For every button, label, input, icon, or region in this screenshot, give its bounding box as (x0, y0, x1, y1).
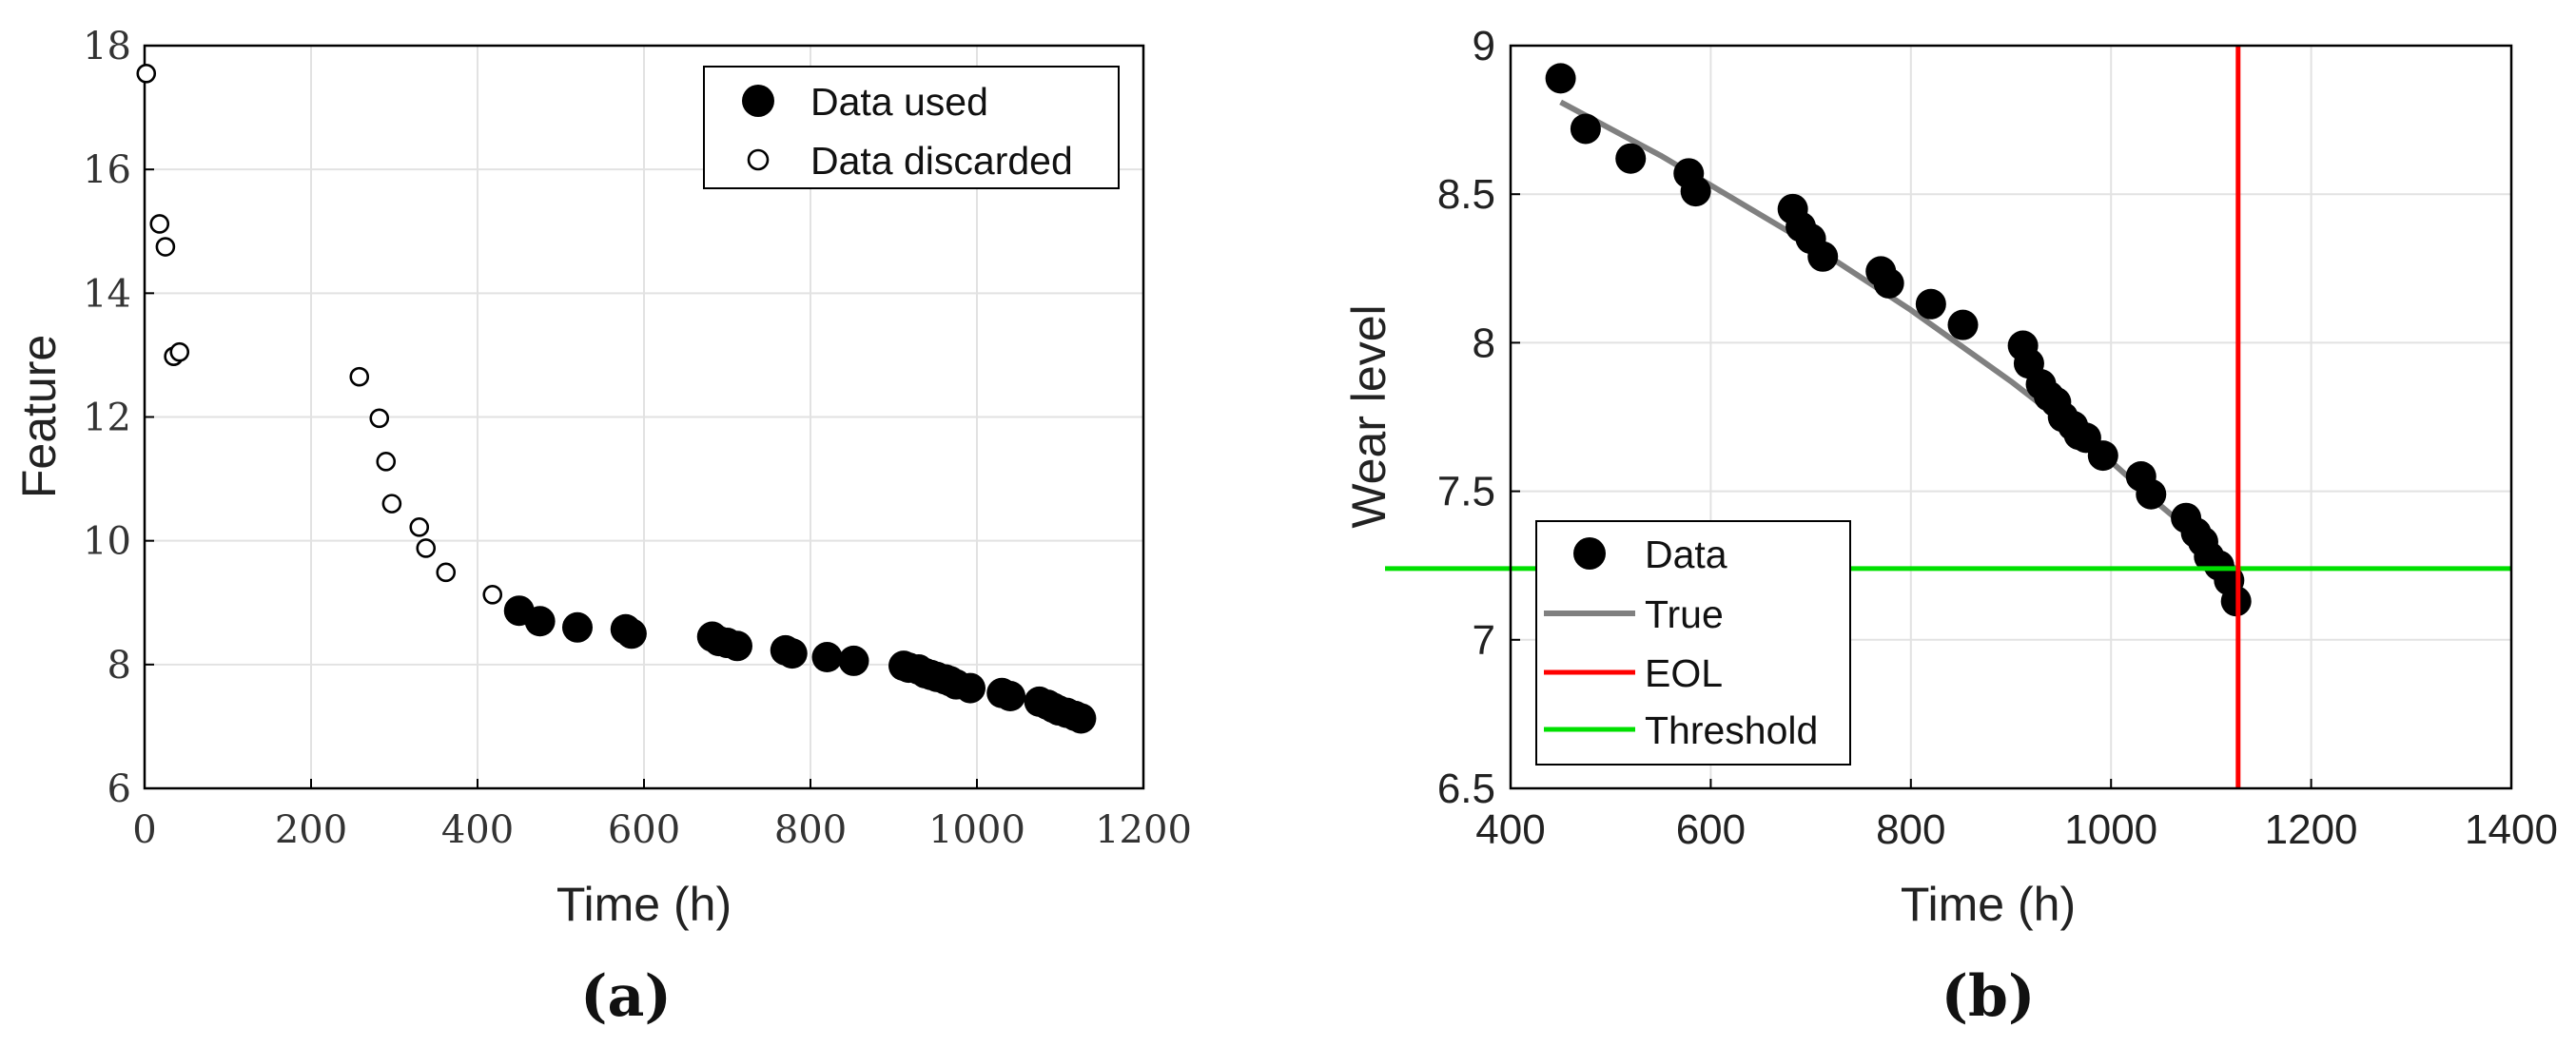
a-y-tick-label: 16 (83, 148, 131, 192)
a-point-used (562, 611, 593, 643)
a-point-used (955, 672, 986, 704)
b-point-data (1680, 176, 1711, 207)
b-x-tick-label: 1200 (2265, 806, 2358, 853)
a-y-tick-label: 10 (83, 520, 131, 564)
a-point-discarded (416, 538, 437, 558)
a-point-discarded (436, 562, 457, 583)
b-x-tick-labels: 400 600 800 1000 1200 1400 (1475, 806, 2558, 853)
a-point-used (524, 606, 556, 637)
b-legend: Data True EOL Threshold (1535, 520, 1851, 766)
b-y-tick-label: 8.5 (1437, 171, 1495, 218)
a-y-tick-label: 6 (107, 767, 131, 811)
b-true-line (1559, 99, 2240, 574)
a-panel-label: (a) (580, 963, 672, 1030)
b-point-data (1947, 309, 1979, 340)
b-x-tick-label: 600 (1676, 806, 1746, 853)
b-legend-marker-data (1573, 537, 1606, 570)
a-x-axis-label: Time (h) (556, 878, 732, 931)
b-point-data (1615, 143, 1647, 174)
b-point-data (1915, 288, 1946, 320)
a-point-discarded (349, 366, 370, 387)
b-legend-label-data: Data (1645, 533, 1727, 576)
a-plot-frame (143, 44, 1145, 790)
b-legend-label-eol: EOL (1645, 651, 1723, 695)
a-legend-marker-discarded (747, 148, 770, 171)
a-legend-box (703, 66, 1120, 189)
a-x-tick-label: 800 (774, 808, 847, 852)
a-y-tick-labels: 6 8 10 12 14 16 18 (83, 25, 131, 811)
b-point-data (1570, 113, 1601, 145)
a-y-axis-label: Feature (12, 335, 66, 498)
b-y-axis-label: Wear level (1342, 304, 1395, 528)
a-point-discarded (482, 584, 503, 605)
a-y-tick-label: 18 (83, 25, 131, 68)
b-x-tick-label: 800 (1876, 806, 1945, 853)
a-point-used (811, 642, 843, 673)
a-x-tick-label: 1000 (928, 808, 1025, 852)
a-point-used (776, 638, 808, 669)
b-legend-label-threshold: Threshold (1645, 708, 1818, 752)
a-x-tick-label: 600 (608, 808, 680, 852)
a-x-tick-label: 1200 (1095, 808, 1192, 852)
a-point-discarded (369, 408, 390, 429)
b-x-tick-label: 1000 (2064, 806, 2157, 853)
b-x-tick-label: 400 (1475, 806, 1545, 853)
a-point-used (722, 630, 752, 662)
panel-a: 0 200 400 600 800 1000 1200 6 8 10 12 14 16 18 Time … (12, 25, 1192, 1030)
a-point-discarded (381, 494, 402, 514)
b-x-axis-label: Time (h) (1901, 878, 2076, 931)
a-point-used (1065, 703, 1097, 734)
a-y-tick-label: 8 (107, 644, 131, 688)
a-y-tick-label: 12 (83, 397, 131, 440)
a-data-points (136, 63, 1097, 734)
a-legend: Data used Data discarded (703, 66, 1120, 189)
a-legend-marker-used (742, 85, 774, 117)
b-point-data (1545, 63, 1576, 94)
a-x-tick-label: 200 (275, 808, 347, 852)
a-point-discarded (169, 341, 190, 362)
a-x-tick-labels: 0 200 400 600 800 1000 1200 (132, 808, 1192, 852)
panel-b: 400 600 800 1000 1200 1400 6.5 7 7.5 8 8.5 9 Time … (1342, 23, 2558, 1030)
a-point-discarded (136, 63, 157, 84)
b-y-tick-label: 7 (1473, 617, 1495, 664)
b-point-data (2087, 440, 2118, 472)
b-panel-label: (b) (1942, 963, 2036, 1030)
a-x-tick-label: 400 (441, 808, 514, 852)
b-point-data (2136, 478, 2167, 510)
a-point-discarded (155, 237, 176, 257)
a-legend-label-used: Data used (810, 80, 988, 124)
a-legend-label-discarded: Data discarded (810, 139, 1073, 183)
b-y-tick-label: 6.5 (1437, 766, 1495, 812)
b-y-tick-label: 9 (1473, 23, 1495, 69)
a-point-discarded (409, 517, 430, 537)
b-legend-label-true: True (1645, 592, 1724, 636)
b-plot-frame (1509, 44, 2513, 790)
b-point-data (1873, 267, 1904, 299)
b-data-points (1545, 63, 2252, 617)
a-x-tick-label: 0 (132, 808, 156, 852)
b-y-tick-label: 7.5 (1437, 469, 1495, 515)
a-point-used (838, 645, 869, 676)
a-point-used (995, 681, 1025, 712)
b-x-tick-label: 1400 (2465, 806, 2558, 853)
b-point-data (1807, 241, 1839, 272)
b-y-tick-labels: 6.5 7 7.5 8 8.5 9 (1437, 23, 1495, 812)
b-y-tick-label: 8 (1473, 320, 1495, 366)
a-y-tick-label: 14 (83, 272, 131, 316)
a-point-used (615, 618, 647, 650)
a-point-discarded (149, 214, 170, 234)
a-point-discarded (376, 452, 397, 472)
